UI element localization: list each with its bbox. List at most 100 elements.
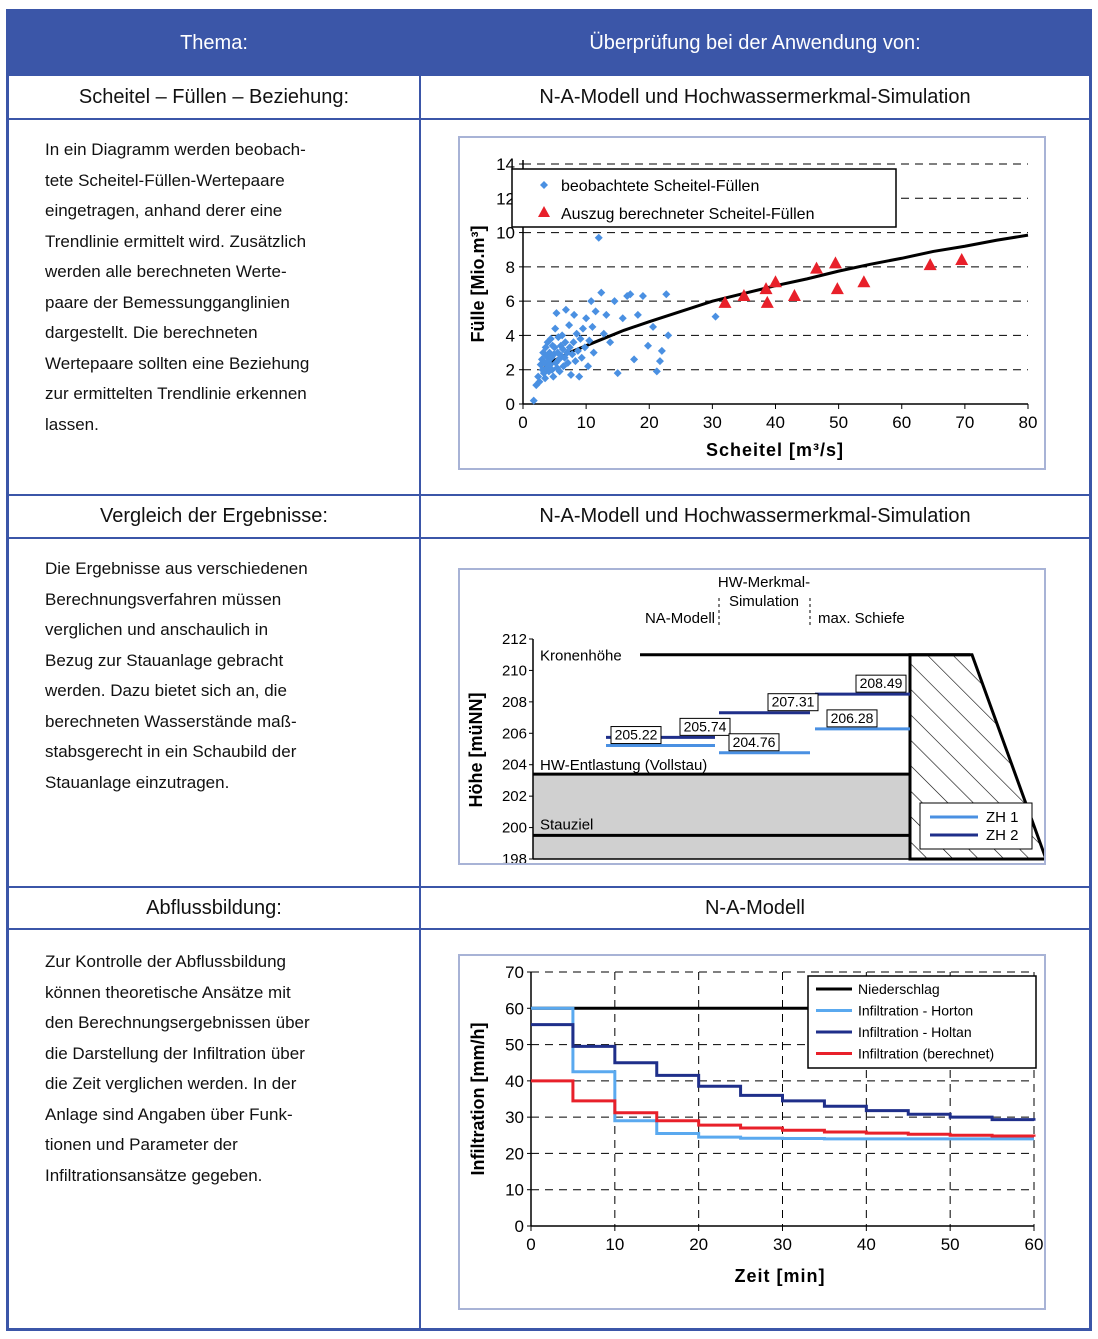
y-tick-label: 14	[496, 155, 515, 174]
computed-point	[718, 295, 732, 308]
y-tick-label: 50	[505, 1036, 524, 1055]
text-line: den Berechnungsergebnissen über	[45, 1013, 310, 1032]
observed-point	[529, 396, 538, 405]
y-tick-label: 204	[502, 757, 527, 774]
legend-label: Infiltration - Horton	[858, 1003, 973, 1019]
observed-point	[559, 362, 568, 371]
legend-marker-observed	[540, 181, 548, 189]
computed-point	[923, 258, 937, 271]
y-tick-label: 210	[502, 662, 527, 679]
value-label-box	[855, 674, 907, 693]
description-row-3: Zur Kontrolle der Abflussbildung können …	[9, 947, 419, 1191]
observed-point	[561, 305, 570, 314]
observed-point	[584, 362, 593, 371]
observed-point	[577, 353, 586, 362]
y-tick-label: 60	[505, 999, 524, 1018]
text-line: können theoretische Ansätze mit	[45, 982, 291, 1002]
computed-point	[737, 289, 751, 301]
observed-point	[571, 357, 580, 366]
value-label-box	[610, 726, 662, 745]
reservoir-fill	[533, 774, 910, 859]
legend-box	[511, 168, 897, 228]
observed-point	[638, 292, 647, 300]
observed-point	[543, 338, 552, 347]
legend-label: Niederschlag	[858, 981, 940, 997]
value-label-box	[767, 693, 819, 712]
y-tick-label: 6	[506, 292, 515, 311]
text-line: In ein Diagramm werden beobach-	[45, 140, 306, 159]
text-line: Die Ergebnisse aus verschiedenen	[45, 559, 308, 578]
observed-point	[552, 309, 561, 318]
text-line: tionen und Parameter der	[45, 1135, 238, 1154]
observed-point	[576, 334, 585, 343]
series-line	[531, 1006, 1034, 1141]
legend-marker-computed	[538, 206, 550, 217]
observed-point	[572, 329, 581, 338]
observed-point	[534, 372, 543, 381]
computed-point	[955, 253, 969, 265]
value-label-box	[826, 709, 878, 728]
observed-point	[580, 343, 589, 352]
y-tick-label: 30	[505, 1108, 524, 1127]
y-tick-label: 0	[506, 395, 515, 414]
x-tick-label: 20	[689, 1235, 708, 1254]
y-tick-label: 70	[505, 963, 524, 982]
observed-point	[566, 370, 575, 379]
y-tick-label: 20	[505, 1144, 524, 1163]
y-tick-label: 12	[496, 189, 515, 208]
text-line: dargestellt. Die berechneten	[45, 323, 258, 342]
row-divider	[9, 74, 1089, 76]
topic-abflussbildung: Abflussbildung:	[146, 896, 282, 919]
computed-point	[769, 275, 782, 288]
computed-point	[857, 275, 871, 288]
legend-label-zh2: ZH 2	[986, 827, 1019, 844]
text-line: berechneten Wasserstände maß-	[45, 711, 297, 731]
row-divider	[9, 886, 1089, 888]
x-tick-label: 70	[955, 413, 974, 432]
legend-label-observed: beobachtete Scheitel-Füllen	[561, 178, 759, 195]
row-divider	[9, 118, 1089, 120]
text-line: verglichen und anschaulich in	[45, 620, 269, 639]
observed-point	[558, 331, 567, 340]
y-axis-title: Infiltration [mm/h]	[468, 1023, 488, 1176]
text-line: werden alle berechneten Werte-	[45, 262, 287, 281]
observed-point	[551, 358, 560, 367]
dam-diagram-panel: Kronenhöhe HW-Entlastung (Vollstau) Stauzi…	[458, 568, 1049, 868]
x-tick-label: 80	[1019, 413, 1038, 432]
observed-point	[546, 334, 555, 343]
text-line: Berechnungsverfahren müssen	[45, 589, 282, 609]
column-divider	[419, 12, 421, 1328]
y-tick-label: 212	[502, 631, 527, 648]
observed-point	[655, 357, 664, 366]
value-label: 204.76	[733, 734, 776, 750]
y-tick-label: 4	[506, 326, 515, 345]
observed-point	[585, 336, 594, 345]
text-line: die Darstellung der Infiltration über	[45, 1043, 305, 1063]
text-line: zur ermittelten Trendlinie erkennen	[45, 384, 307, 403]
legend-label-computed: Auszug berechneter Scheitel-Füllen	[561, 206, 814, 223]
computed-point	[759, 282, 773, 295]
y-tick-label: 8	[506, 258, 515, 277]
text-line: stabsgerecht in ein Schaubild der	[45, 742, 297, 761]
application-row-3: N-A-Modell	[704, 896, 806, 919]
observed-point	[591, 307, 600, 316]
x-tick-label: 20	[640, 413, 659, 432]
text-line: eingetragen, anhand derer eine	[45, 201, 283, 220]
observed-point	[578, 324, 587, 333]
legend-box	[919, 802, 1033, 850]
computed-point	[830, 282, 844, 295]
observed-point	[610, 297, 619, 306]
label-stauziel: Stauziel	[540, 816, 593, 833]
x-tick-label: 50	[941, 1235, 960, 1254]
application-row-1: N-A-Modell und Hochwassermerkmal-Simulat…	[539, 85, 971, 108]
application-row-2: N-A-Modell und Hochwassermerkmal-Simulat…	[539, 505, 971, 527]
x-tick-label: 60	[1025, 1235, 1044, 1254]
y-tick-label: 200	[502, 820, 527, 837]
observed-point	[602, 310, 611, 319]
text-line: paare der Bemessungganglinien	[45, 292, 290, 312]
observed-point	[626, 290, 635, 299]
row-divider	[9, 494, 1089, 496]
value-label-box	[728, 733, 780, 752]
observed-point	[561, 338, 570, 347]
value-label: 208.49	[860, 675, 903, 691]
